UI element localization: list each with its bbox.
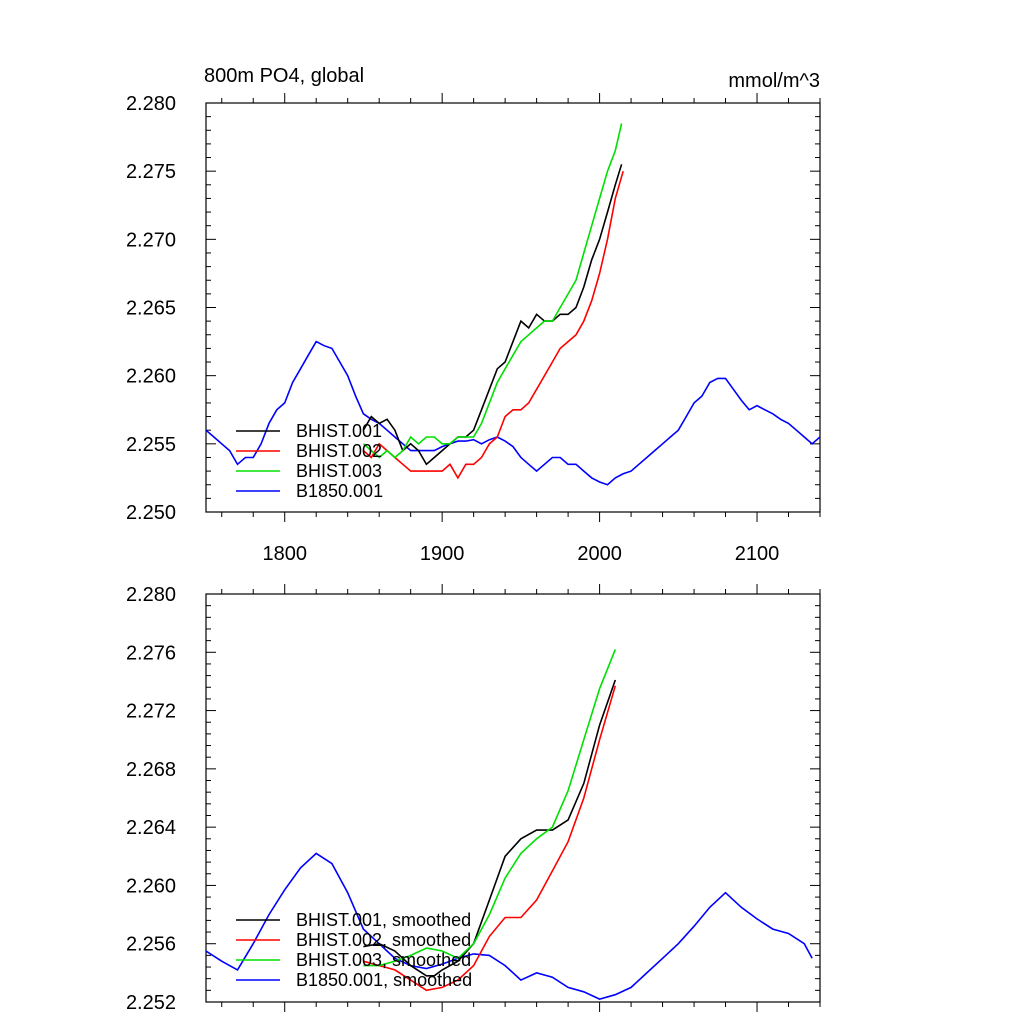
- series-line-b1850-001-smoothed: [206, 852, 813, 1000]
- legend-label: BHIST.001, smoothed: [296, 910, 471, 930]
- y-tick-label: 2.256: [126, 934, 176, 956]
- x-tick-label: 1800: [262, 543, 307, 565]
- y-tick-label: 2.260: [126, 875, 176, 897]
- legend-label: BHIST.003: [296, 461, 382, 481]
- bottom-panel: 2.252 2.256 2.260 2.264 2.268 2.272 2.276 2.280…: [126, 584, 821, 1014]
- series-line-bhist-002-smoothed: [363, 685, 617, 992]
- y-tick-label: 2.252: [126, 992, 176, 1014]
- legend-label: BHIST.002: [296, 441, 382, 461]
- y-tick-label: 2.270: [126, 229, 176, 251]
- legend-label: B1850.001: [296, 481, 383, 501]
- y-tick-label: 2.280: [126, 93, 176, 115]
- series-line-bhist-002: [362, 170, 624, 480]
- series-line-bhist-003: [362, 123, 623, 459]
- y-tick-label: 2.264: [126, 817, 176, 839]
- y-tick-label: 2.268: [126, 759, 176, 781]
- y-tick-label: 2.272: [126, 701, 176, 723]
- legend-label: BHIST.002, smoothed: [296, 930, 471, 950]
- series-line-bhist-001: [362, 164, 623, 466]
- x-tick-label: 2000: [577, 543, 622, 565]
- y-tick-label: 2.260: [126, 366, 176, 388]
- y-tick-label: 2.280: [126, 584, 176, 606]
- top-panel: 800m PO4, global mmol/m^3 2.250 2.255 2.26…: [126, 65, 821, 565]
- y-tick-label: 2.265: [126, 298, 176, 320]
- plot-frame: [205, 593, 821, 1003]
- series-line-b1850-001: [206, 340, 820, 486]
- y-tick-label: 2.255: [126, 434, 176, 456]
- top-panel-title: 800m PO4, global: [204, 65, 364, 87]
- x-tick-label: 2100: [735, 543, 780, 565]
- y-tick-label: 2.276: [126, 642, 176, 664]
- top-panel-units: mmol/m^3: [728, 70, 820, 92]
- series-line-bhist-003-smoothed: [363, 649, 617, 967]
- y-tick-label: 2.275: [126, 161, 176, 183]
- legend-label: BHIST.003, smoothed: [296, 950, 471, 970]
- x-tick-label: 1900: [420, 543, 465, 565]
- legend-label: BHIST.001: [296, 421, 382, 441]
- y-tick-label: 2.250: [126, 502, 176, 524]
- series-line-bhist-001-smoothed: [363, 679, 617, 977]
- legend-label: B1850.001, smoothed: [296, 970, 472, 990]
